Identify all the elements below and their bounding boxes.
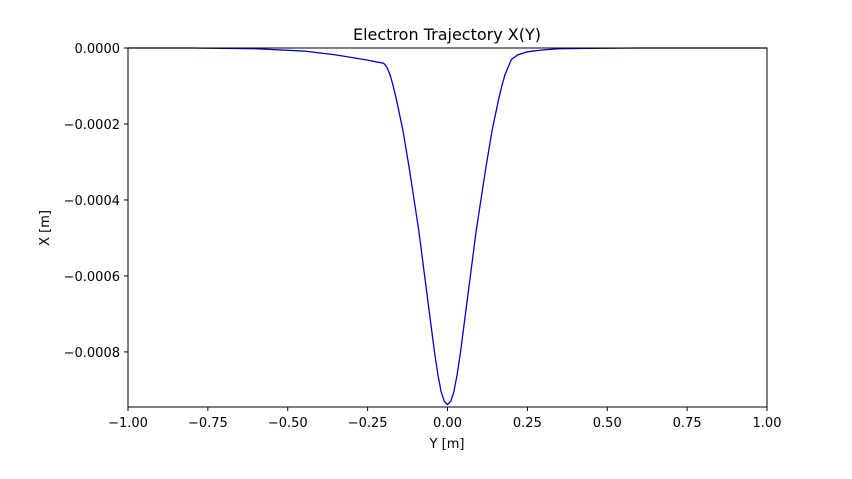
y-axis: 0.0000 −0.0002 −0.0004 −0.0006 −0.0008 — [64, 42, 128, 361]
series-line-0 — [128, 47, 767, 406]
x-axis-label: Y [m] — [429, 437, 465, 452]
chart-title: Electron Trajectory X(Y) — [353, 25, 541, 44]
x-tick-label: −0.50 — [268, 416, 308, 431]
x-tick-label: 0.00 — [433, 416, 462, 431]
axes-frame — [127, 47, 768, 408]
x-axis: −1.00 −0.75 −0.50 −0.25 0.00 0.25 0.50 0.75 1.00 — [108, 407, 781, 431]
y-axis-label: X [m] — [38, 210, 53, 246]
y-tick-label: −0.0002 — [64, 118, 120, 133]
y-tick-label: 0.0000 — [75, 42, 121, 57]
plot-area — [128, 47, 767, 406]
y-tick-label: −0.0006 — [64, 270, 120, 285]
x-tick-label: 0.25 — [513, 416, 542, 431]
x-tick-label: −1.00 — [108, 416, 148, 431]
y-tick-label: −0.0004 — [64, 194, 120, 209]
x-tick-label: −0.25 — [348, 416, 388, 431]
y-tick-label: −0.0008 — [64, 346, 120, 361]
x-tick-label: 0.75 — [673, 416, 702, 431]
x-tick-label: −0.75 — [188, 416, 228, 431]
x-tick-label: 0.50 — [593, 416, 622, 431]
x-tick-label: 1.00 — [753, 416, 782, 431]
